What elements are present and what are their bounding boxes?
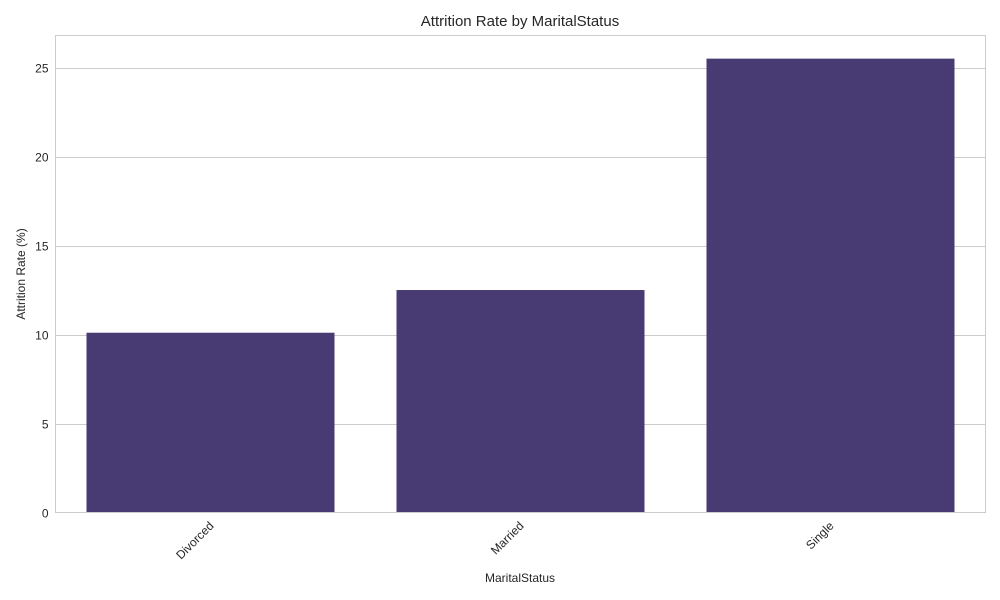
bar-divorced — [86, 332, 335, 513]
x-tick-label: Single — [803, 518, 837, 552]
y-tick-label: 10 — [35, 329, 49, 343]
chart-title: Attrition Rate by MaritalStatus — [421, 13, 619, 30]
y-tick-label: 20 — [35, 151, 49, 165]
y-tick-label: 25 — [35, 62, 49, 76]
x-tick-label: Divorced — [173, 519, 216, 562]
plot-frame — [55, 35, 986, 513]
bar-married — [396, 290, 645, 513]
y-tick-label: 5 — [42, 418, 49, 432]
y-axis-ticks: 0 5 10 15 20 25 — [35, 62, 49, 521]
x-axis-ticks: Divorced Married Single — [173, 518, 837, 562]
bar-single — [706, 58, 955, 513]
y-tick-label: 0 — [42, 507, 49, 521]
y-tick-label: 15 — [35, 240, 49, 254]
y-axis-label: Attrition Rate (%) — [14, 228, 28, 319]
x-tick-label: Married — [488, 519, 527, 558]
x-axis-label: MaritalStatus — [485, 571, 555, 585]
bars — [86, 58, 955, 513]
